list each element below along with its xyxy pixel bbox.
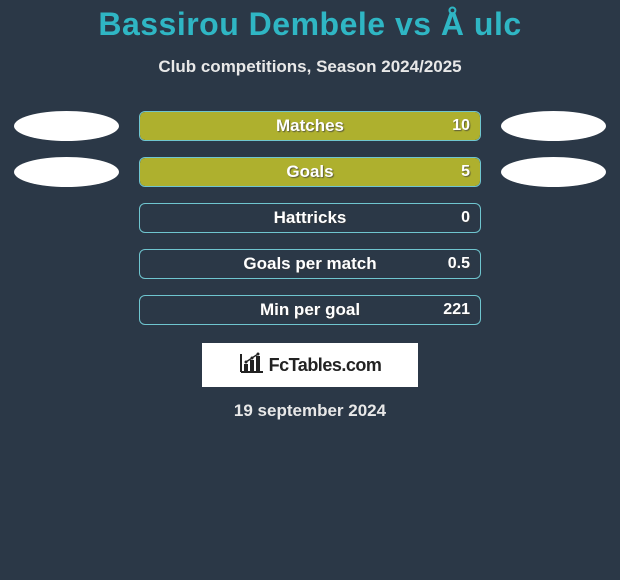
right-marker-ellipse [501, 111, 606, 141]
page-title: Bassirou Dembele vs Å ulc [0, 6, 620, 43]
stat-row: Goals per match 0.5 [0, 249, 620, 279]
stat-bar: Min per goal 221 [139, 295, 481, 325]
stat-bar: Matches 10 [139, 111, 481, 141]
stat-label: Hattricks [274, 208, 347, 228]
stat-value: 5 [461, 163, 470, 181]
generated-date: 19 september 2024 [0, 401, 620, 421]
stat-value: 221 [443, 301, 470, 319]
stat-value: 10 [452, 117, 470, 135]
logo-chart-icon [239, 352, 265, 379]
page-subtitle: Club competitions, Season 2024/2025 [0, 57, 620, 77]
stat-bar: Hattricks 0 [139, 203, 481, 233]
comparison-panel: Bassirou Dembele vs Å ulc Club competiti… [0, 0, 620, 421]
site-logo-box: FcTables.com [202, 343, 418, 387]
stat-bar: Goals 5 [139, 157, 481, 187]
stat-label: Matches [276, 116, 344, 136]
stat-row: Hattricks 0 [0, 203, 620, 233]
stat-row: Matches 10 [0, 111, 620, 141]
stat-row: Min per goal 221 [0, 295, 620, 325]
stat-label: Min per goal [260, 300, 360, 320]
right-marker-ellipse [501, 157, 606, 187]
stat-row: Goals 5 [0, 157, 620, 187]
stat-value: 0.5 [448, 255, 470, 273]
left-marker-ellipse [14, 157, 119, 187]
stat-bar: Goals per match 0.5 [139, 249, 481, 279]
left-marker-ellipse [14, 111, 119, 141]
stat-value: 0 [461, 209, 470, 227]
stat-label: Goals per match [243, 254, 376, 274]
stat-label: Goals [286, 162, 333, 182]
logo-text: FcTables.com [269, 355, 382, 376]
bar-chart: Matches 10 Goals 5 Hattricks 0 Goals per match… [0, 111, 620, 325]
